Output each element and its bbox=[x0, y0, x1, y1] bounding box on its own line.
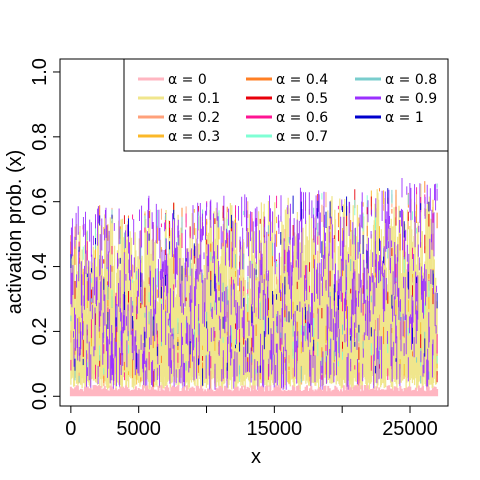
x-axis-label: x bbox=[251, 446, 261, 468]
legend-item: α = 0.4 bbox=[246, 72, 328, 88]
y-axis-label: activation prob. (x) bbox=[4, 150, 26, 315]
x-tick-label: 0 bbox=[65, 418, 76, 440]
y-tick-label: 0.8 bbox=[29, 123, 51, 151]
legend-label: α = 0.6 bbox=[276, 110, 328, 126]
series-line-9 bbox=[70, 178, 438, 390]
legend-label: α = 0.9 bbox=[385, 91, 437, 107]
legend-item: α = 0.7 bbox=[246, 129, 328, 145]
x-axis: 0 5000 15000 25000 bbox=[65, 405, 438, 440]
y-tick-label: 0.4 bbox=[29, 253, 51, 281]
legend-label: α = 0.8 bbox=[385, 72, 437, 88]
legend-item: α = 1 bbox=[355, 110, 424, 126]
data-layer bbox=[69, 178, 439, 397]
legend-label: α = 0 bbox=[168, 72, 207, 88]
y-tick-label: 0.0 bbox=[29, 382, 51, 410]
legend-item: α = 0.1 bbox=[138, 91, 220, 107]
legend-item: α = 0.5 bbox=[246, 91, 328, 107]
x-tick-label: 25000 bbox=[382, 418, 438, 440]
legend-item: α = 0.3 bbox=[138, 129, 220, 145]
legend-item: α = 0.6 bbox=[246, 110, 328, 126]
legend-label: α = 0.1 bbox=[168, 91, 220, 107]
legend-label: α = 1 bbox=[385, 110, 424, 126]
legend-label: α = 0.2 bbox=[168, 110, 220, 126]
y-tick-label: 1.0 bbox=[29, 58, 51, 86]
legend-label: α = 0.3 bbox=[168, 129, 220, 145]
x-tick-label: 5000 bbox=[116, 418, 161, 440]
legend: α = 0 α = 0.1 α = 0.2 α = 0.3 α = 0.4 α = 0.5… bbox=[123, 58, 449, 152]
legend-item: α = 0.9 bbox=[355, 91, 437, 107]
legend-label: α = 0.4 bbox=[276, 72, 328, 88]
legend-item: α = 0.2 bbox=[138, 110, 220, 126]
series-line-10 bbox=[70, 188, 438, 386]
y-axis: 0.0 0.2 0.4 0.6 0.8 1.0 bbox=[29, 58, 61, 410]
legend-label: α = 0.7 bbox=[276, 129, 328, 145]
series-line-0 bbox=[69, 385, 439, 397]
legend-box bbox=[123, 58, 449, 152]
legend-item: α = 0.8 bbox=[355, 72, 437, 88]
legend-label: α = 0.5 bbox=[276, 91, 328, 107]
legend-item: α = 0 bbox=[138, 72, 207, 88]
x-tick-label: 15000 bbox=[247, 418, 303, 440]
y-tick-label: 0.6 bbox=[29, 188, 51, 216]
y-tick-label: 0.2 bbox=[29, 318, 51, 346]
